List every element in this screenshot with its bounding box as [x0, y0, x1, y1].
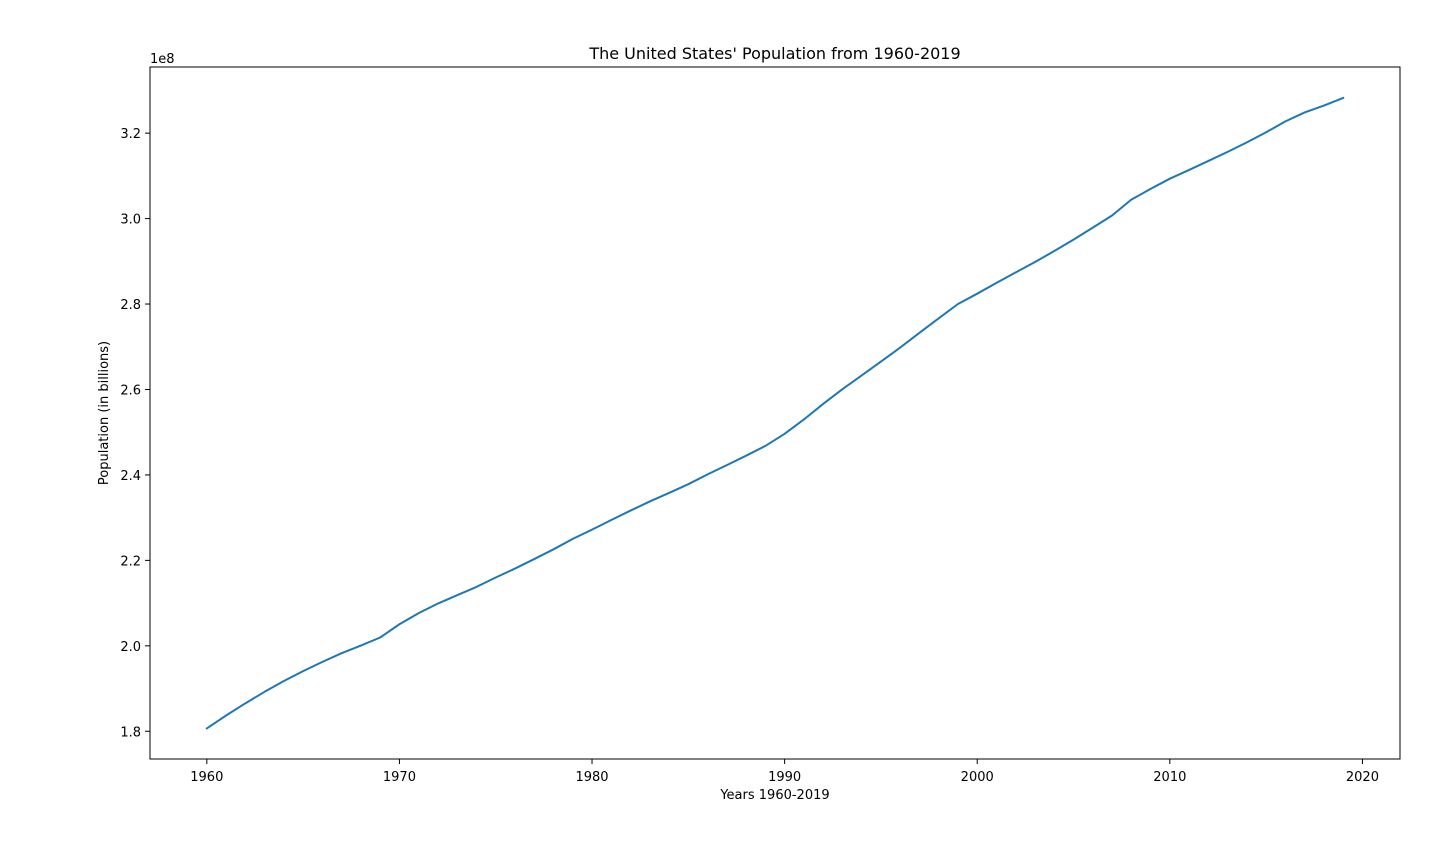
x-axis-label: Years 1960-2019 [719, 788, 829, 803]
y-offset-label: 1e8 [150, 52, 175, 67]
x-tick-label: 1980 [575, 770, 608, 785]
x-tick-label: 2000 [961, 770, 994, 785]
x-tick-label: 2020 [1346, 770, 1379, 785]
population-series-line [205, 96, 1345, 730]
x-tick-label: 1990 [768, 770, 801, 785]
x-tick-label: 1960 [190, 770, 223, 785]
y-tick-label: 2.6 [120, 383, 141, 398]
y-tick-label: 1.8 [120, 725, 141, 740]
plot-area [205, 96, 1345, 730]
y-tick-label: 2.4 [120, 469, 141, 484]
y-tick-label: 3.0 [120, 213, 141, 228]
plot-frame [149, 66, 1401, 760]
y-tick-label: 2.2 [120, 554, 141, 569]
y-axis-label: Population (in billions) [97, 341, 112, 485]
x-tick-label: 2010 [1153, 770, 1186, 785]
y-tick-label: 2.0 [120, 640, 141, 655]
y-axis: 1.8 2.0 2.2 2.4 2.6 2.8 3.0 3.2 [120, 127, 150, 740]
x-axis: 1960 1970 1980 1990 2000 2010 2020 [190, 759, 1379, 785]
y-tick-label: 2.8 [120, 298, 141, 313]
x-tick-label: 1970 [383, 770, 416, 785]
chart-title: The United States' Population from 1960-… [588, 44, 960, 63]
y-tick-label: 3.2 [120, 127, 141, 142]
